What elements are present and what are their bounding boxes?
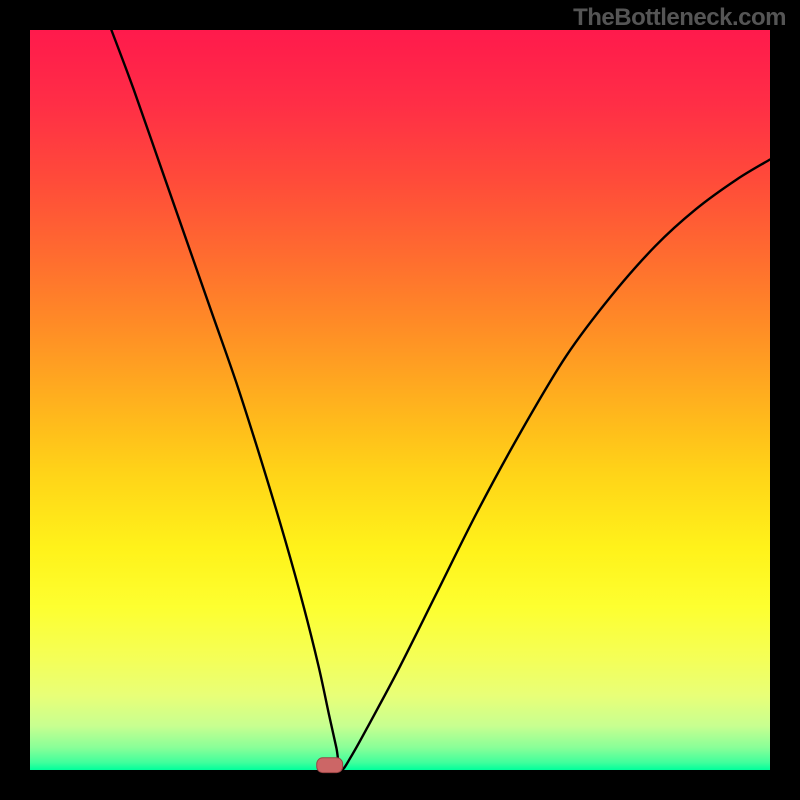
optimal-point-marker bbox=[317, 758, 343, 773]
plot-background bbox=[30, 30, 770, 770]
watermark-text: TheBottleneck.com bbox=[573, 4, 786, 32]
chart-svg bbox=[0, 0, 800, 800]
chart-frame: TheBottleneck.com bbox=[0, 0, 800, 800]
